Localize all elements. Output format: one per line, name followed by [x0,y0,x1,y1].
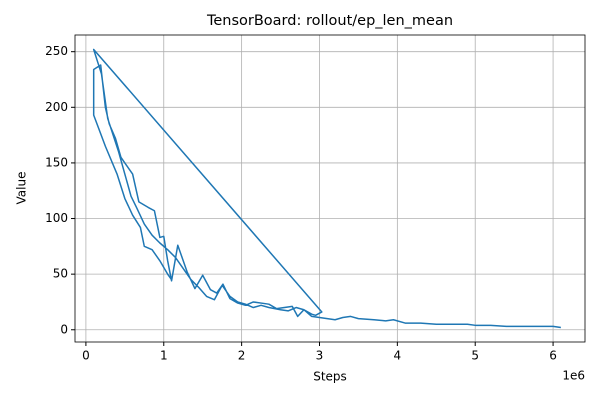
data-line [92,48,561,329]
y-axis-label: Value [15,172,29,205]
plot-frame [74,34,586,343]
x-tick-label: 4 [394,349,402,363]
x-tick-label: 2 [238,349,246,363]
y-tick-label: 0 [60,322,68,336]
x-tick-label: 5 [471,349,479,363]
x-tick-label: 6 [549,349,557,363]
x-tick-label: 3 [316,349,324,363]
x-axis-label: Steps [313,370,347,384]
chart-title: TensorBoard: rollout/ep_len_mean [206,13,453,29]
y-tick-label: 50 [53,267,68,281]
y-tick-label: 200 [45,100,68,114]
x-offset-label: 1e6 [562,369,585,383]
y-tick-label: 100 [45,211,68,225]
x-tick-label: 0 [82,349,90,363]
x-tick-label: 1 [160,349,168,363]
y-tick-label: 250 [45,44,68,58]
y-tick-label: 150 [45,155,68,169]
